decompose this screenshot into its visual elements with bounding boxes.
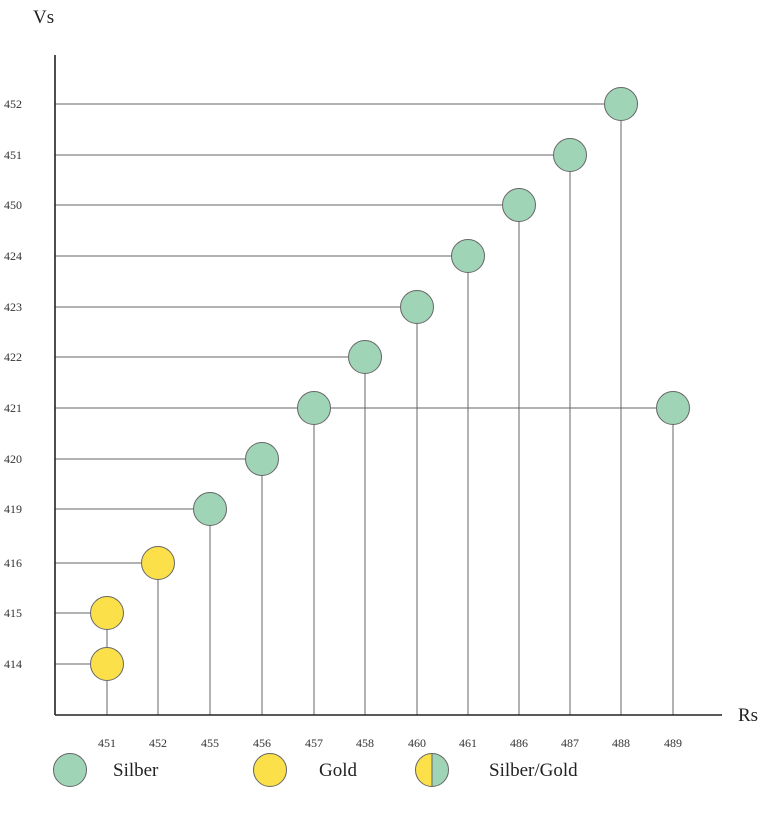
- y-tick-label: 452: [4, 97, 22, 111]
- y-tick-label: 415: [4, 606, 22, 620]
- x-axis-title: Rs: [738, 705, 758, 726]
- gold-legend-icon: [253, 753, 287, 787]
- x-tick-label: 455: [201, 736, 219, 750]
- data-points: [90, 87, 690, 681]
- x-tick-labels: 451 452 455 456 457 458 460 461 486 487 488 489: [98, 736, 682, 750]
- x-tick-label: 489: [664, 736, 682, 750]
- legend: Silber Gold Silber/Gold: [53, 753, 578, 787]
- axes: [54, 55, 722, 716]
- silber-data-point: [604, 87, 638, 121]
- x-tick-label: 461: [459, 736, 477, 750]
- y-tick-label: 451: [4, 148, 22, 162]
- x-tick-label: 456: [253, 736, 271, 750]
- y-tick-labels: 414 415 416 419 420 421 422 423 424 450 451 452: [4, 97, 22, 671]
- y-tick-label: 422: [4, 350, 22, 364]
- silber-data-point: [297, 391, 331, 425]
- y-tick-label: 423: [4, 300, 22, 314]
- y-tick-label: 421: [4, 401, 22, 415]
- gold-data-point: [90, 596, 124, 630]
- x-tick-label: 460: [408, 736, 426, 750]
- x-tick-label: 486: [510, 736, 528, 750]
- silber-data-point: [553, 138, 587, 172]
- x-tick-label: 487: [561, 736, 579, 750]
- gold-half: [415, 753, 432, 787]
- y-axis-title: Vs: [33, 7, 54, 28]
- silber-data-point: [656, 391, 690, 425]
- gold-data-point: [141, 546, 175, 580]
- silber-half: [432, 753, 449, 787]
- y-tick-label: 424: [4, 249, 22, 263]
- legend-label-gold: Gold: [319, 760, 358, 781]
- silber-data-point: [451, 239, 485, 273]
- y-tick-label: 416: [4, 556, 22, 570]
- guide-lines: [55, 103, 674, 715]
- silber-data-point: [348, 340, 382, 374]
- silber-data-point: [502, 188, 536, 222]
- silber-gold-legend-icon: [415, 753, 449, 787]
- legend-label-silber_gold: Silber/Gold: [489, 760, 578, 781]
- legend-label-silber: Silber: [113, 760, 159, 781]
- y-tick-label: 414: [4, 657, 22, 671]
- silber-data-point: [400, 290, 434, 324]
- y-tick-label: 420: [4, 452, 22, 466]
- silber-data-point: [193, 492, 227, 526]
- y-tick-label: 450: [4, 198, 22, 212]
- y-tick-label: 419: [4, 502, 22, 516]
- silber-data-point: [245, 442, 279, 476]
- x-tick-label: 452: [149, 736, 167, 750]
- x-tick-label: 457: [305, 736, 323, 750]
- silber-legend-icon: [53, 753, 87, 787]
- x-tick-label: 488: [612, 736, 630, 750]
- x-tick-label: 458: [356, 736, 374, 750]
- gold-data-point: [90, 647, 124, 681]
- legend-outline: [415, 753, 449, 787]
- x-tick-label: 451: [98, 736, 116, 750]
